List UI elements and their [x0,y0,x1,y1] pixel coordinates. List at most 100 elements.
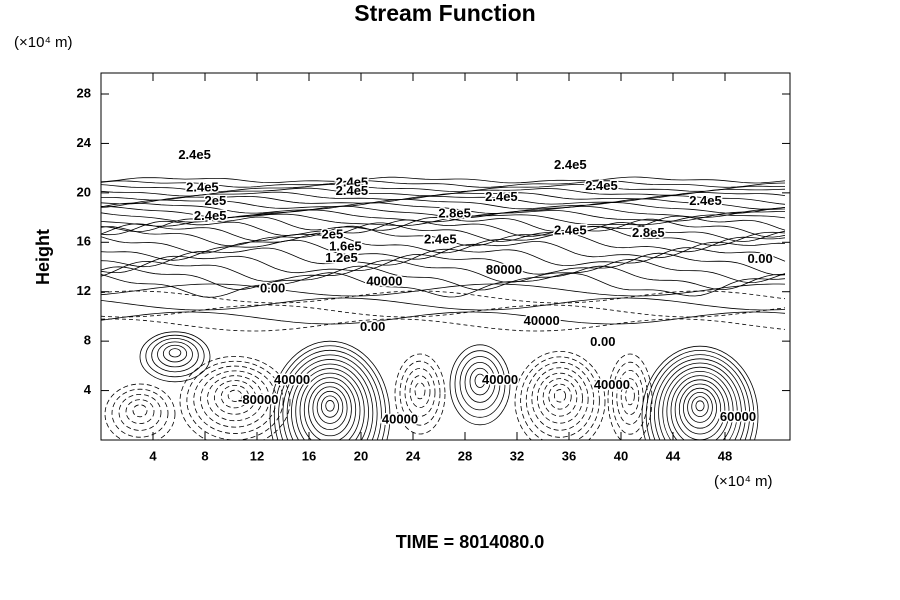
contour-field [101,176,786,440]
contour-line [273,345,387,440]
y-tick-label: 4 [84,382,92,397]
contour-line [101,272,786,298]
contour-line [454,350,506,418]
x-tick-label: 44 [666,448,681,463]
contour-label: 60000 [720,409,756,424]
contour-line [101,304,786,318]
contour-line [101,222,786,242]
contour-line [213,380,257,415]
contour-line [464,361,496,403]
contour-line [666,371,734,440]
contour-line [678,383,722,435]
contour-line [132,404,148,418]
contour-line [101,247,786,268]
contour-line [101,202,786,214]
contour-line [101,232,786,254]
contour-line [620,378,640,416]
contour-label: 2.4e5 [585,178,618,193]
x-tick-label: 16 [302,448,316,463]
contour-label: 40000 [594,377,630,392]
contour-label: 2.4e5 [336,174,369,189]
x-tick-label: 32 [510,448,524,463]
contour-label: 2.8e5 [438,205,471,220]
contour-line [662,366,738,440]
contour-line [101,258,786,284]
contour-line [548,383,572,410]
contour-line [101,180,786,188]
y-axis-label: Height [33,229,53,285]
contour-label: 2.4e5 [485,189,518,204]
contour-label: 40000 [382,412,418,427]
contour-label: 0.00 [260,281,285,296]
contour-line [291,363,369,440]
x-tick-label: 48 [718,448,732,463]
contour-line [612,361,649,435]
contour-line [295,368,365,440]
x-tick-label: 36 [562,448,576,463]
contour-line [227,389,243,402]
contour-label: 40000 [482,372,518,387]
contour-line [641,345,759,440]
x-tick-label: 20 [354,448,368,463]
contour-line [101,198,786,210]
contour-line [625,386,635,406]
contour-line [101,297,786,311]
x-tick-label: 24 [406,448,421,463]
contour-line [101,252,786,276]
contour-label: 40000 [524,313,560,328]
contour-line [316,390,344,424]
contour-line [168,348,182,358]
x-tick-label: 28 [458,448,472,463]
contour-label: 2e5 [205,193,227,208]
contour-line [139,331,211,383]
contour-line [469,367,491,396]
contour-line [101,290,786,304]
contour-line [101,205,786,219]
contour-line [404,367,436,417]
contour-line [151,338,199,373]
contour-line [101,265,786,291]
y-tick-label: 12 [77,283,91,298]
contour-line [193,365,277,434]
contour-label: 40000 [274,372,310,387]
contour-label: 2.4e5 [689,193,722,208]
contour-label: -80000 [238,392,278,407]
x-unit-label: (×10⁴ m) [714,473,773,490]
contour-line [125,399,155,425]
plot-frame [100,72,791,441]
contour-line [321,395,339,418]
contour-line [531,367,589,431]
contour-line [645,350,755,440]
contour-line [303,377,357,440]
chart-title: Stream Function [354,0,535,26]
contour-line [101,183,785,193]
contour-line [145,334,205,378]
contour-line [111,388,169,438]
contour-line [474,373,486,388]
y-tick-label: 8 [84,333,91,348]
contour-label: 0.00 [747,251,772,266]
contour-line [537,372,583,424]
contour-label: 2.4e5 [178,147,211,162]
contour-label: 2.4e5 [554,157,587,172]
contour-label: 2.4e5 [194,208,227,223]
contour-label: 40000 [366,273,402,288]
contour-line [607,353,653,440]
y-tick-label: 24 [77,135,92,150]
contour-line [200,370,270,428]
contour-line [101,311,786,325]
contour-line [157,341,193,368]
y-tick-label: 28 [77,85,91,100]
contour-line [616,369,644,425]
contour-line [658,362,742,440]
contour-line [101,215,786,233]
contour-line [325,400,335,412]
contour-label: 80000 [486,262,522,277]
contour-line [459,356,501,411]
contour-label: 2.4e5 [424,231,457,246]
contour-line [118,393,162,431]
contour-label: 2.4e5 [186,179,219,194]
contour-line [399,360,441,426]
contour-line [282,354,378,440]
